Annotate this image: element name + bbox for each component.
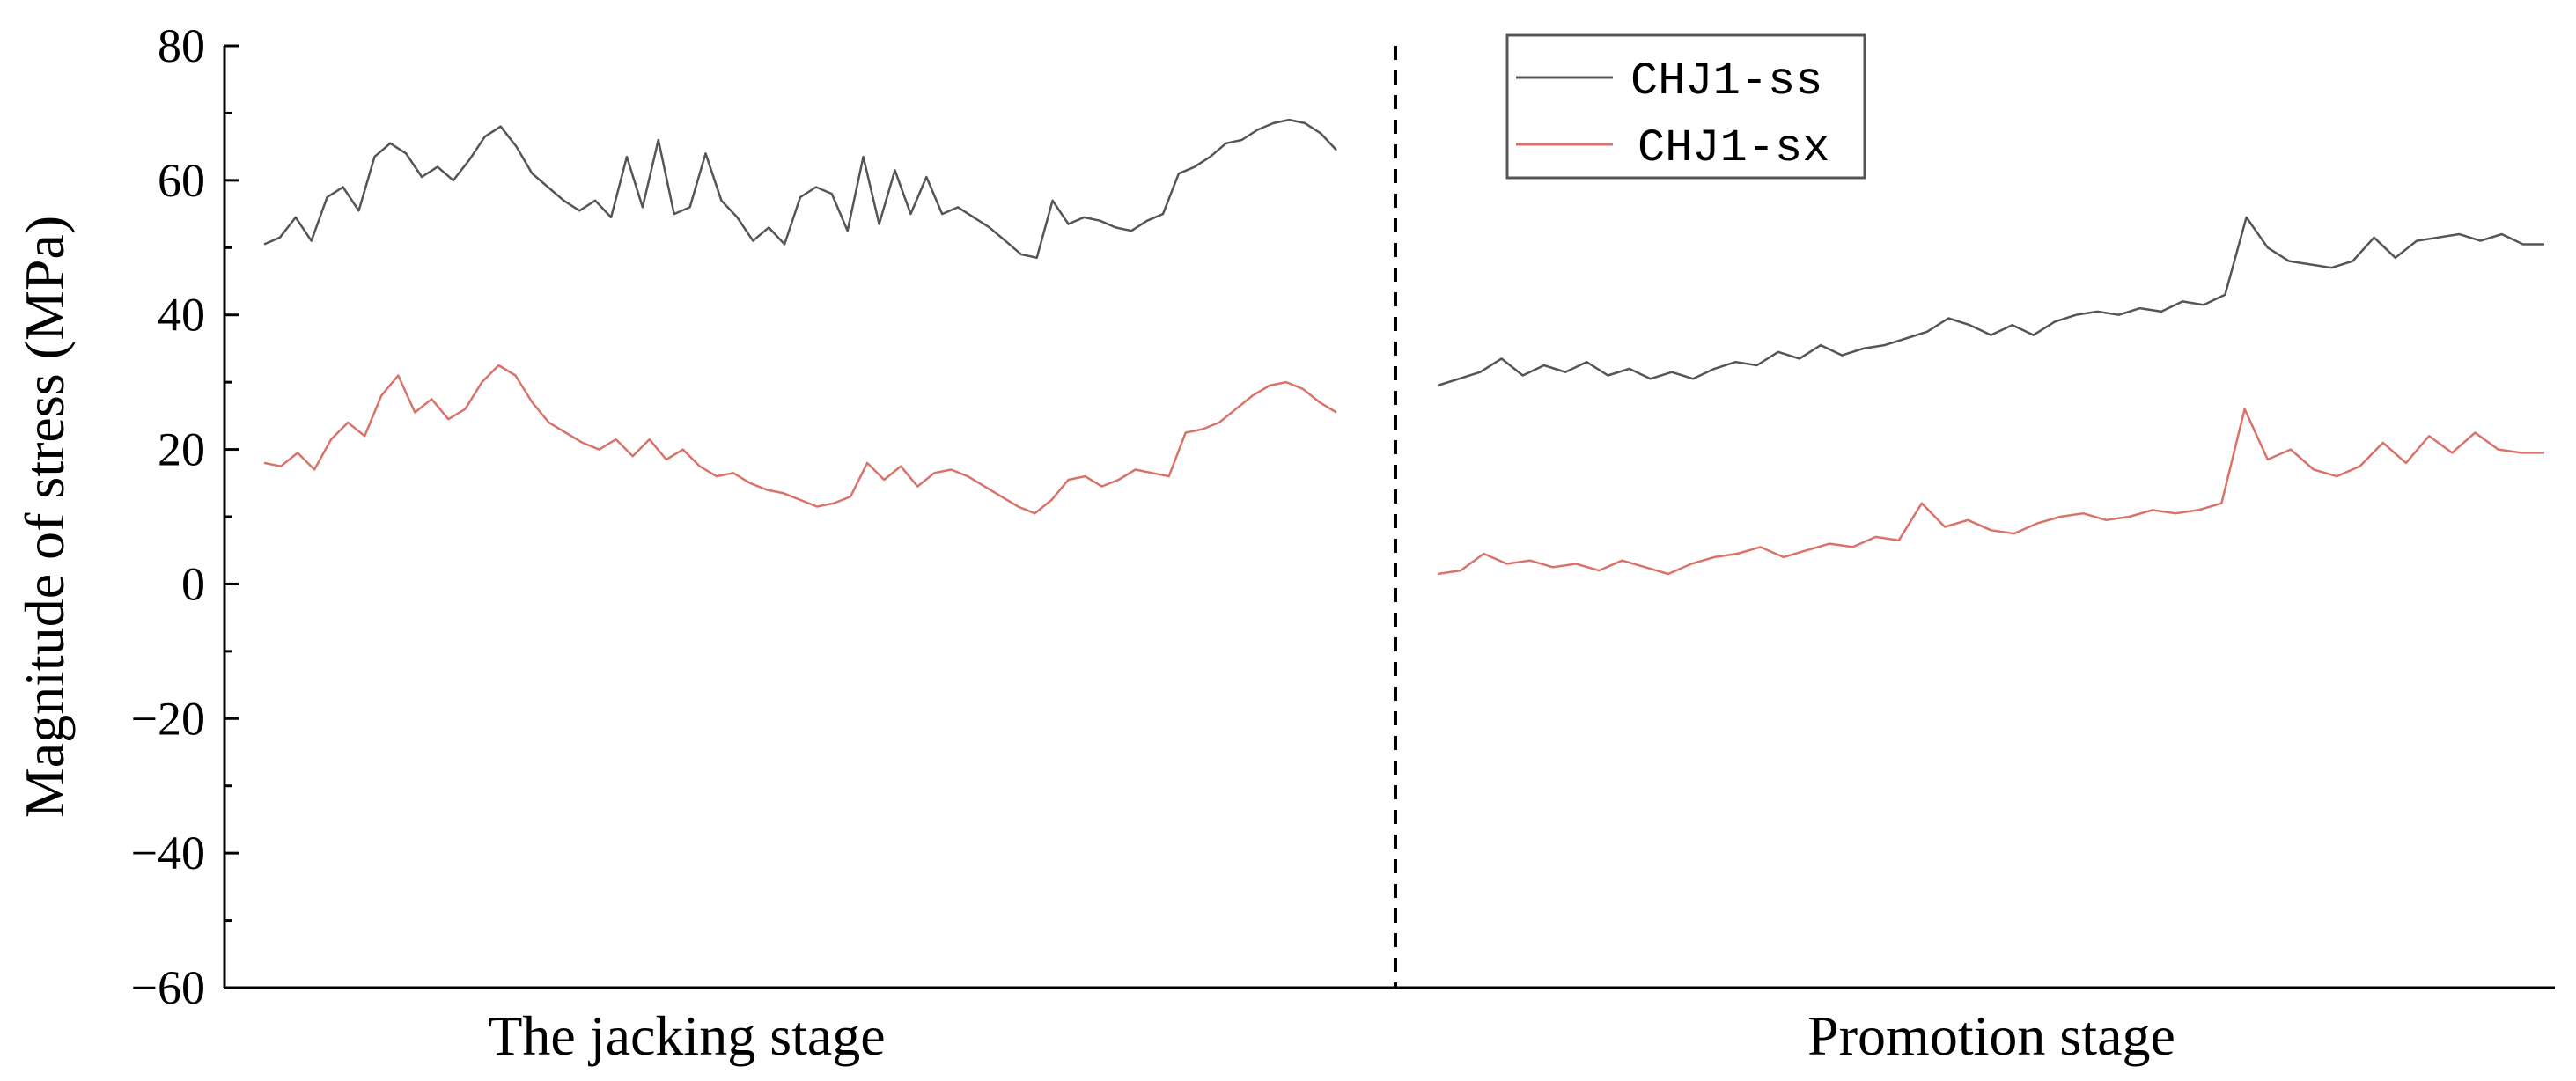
series-line-chj1-ss-jacking	[263, 118, 1337, 260]
y-tick-label: −40	[131, 827, 205, 879]
y-tick-label: −20	[131, 692, 205, 745]
legend-label-chj1-sx: CHJ1-sx	[1638, 122, 1829, 174]
y-tick-label: 60	[158, 154, 205, 207]
y-tick-label: −60	[131, 961, 205, 1014]
y-tick-label: 40	[158, 289, 205, 342]
series-line-chj1-sx-promotion	[1437, 408, 2544, 576]
legend: CHJ1-ss CHJ1-sx	[1505, 33, 1866, 180]
y-tick-label: 80	[158, 19, 205, 72]
y-tick-label: 0	[181, 557, 205, 610]
y-axis-title: Magnitude of stress (MPa)	[13, 216, 76, 818]
y-axis-ticks: 80 60 40 20 0 −20 −40 −60	[131, 19, 239, 1014]
series-line-chj1-sx-jacking	[263, 364, 1337, 515]
y-tick-label: 20	[158, 423, 205, 476]
stage-label-promotion: Promotion stage	[1807, 1004, 2175, 1067]
series-line-chj1-ss-promotion	[1437, 216, 2544, 387]
series-lines	[263, 118, 2544, 576]
legend-box	[1505, 33, 1866, 180]
legend-label-chj1-ss: CHJ1-ss	[1630, 55, 1822, 107]
stage-label-jacking: The jacking stage	[488, 1004, 885, 1067]
